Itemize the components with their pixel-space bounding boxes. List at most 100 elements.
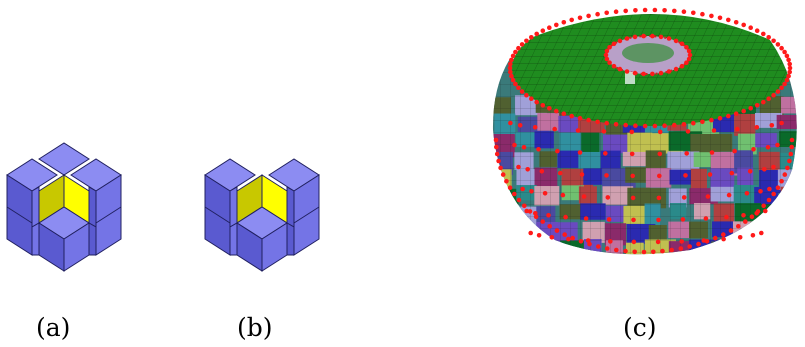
- vertex-dot: [732, 148, 737, 154]
- vertex-dot: [658, 34, 664, 40]
- vertex-dot: [557, 170, 563, 176]
- vertex-dot: [788, 151, 794, 157]
- vertex-dot: [728, 228, 734, 233]
- vertex-dot: [687, 244, 692, 249]
- vertex-dot: [604, 120, 609, 126]
- vertex-dot: [673, 38, 679, 44]
- vertex-dot: [586, 117, 591, 123]
- vertex-dot: [650, 33, 655, 39]
- vertex-dot: [680, 217, 686, 222]
- vertex-dot: [633, 8, 638, 13]
- vertex-dot: [555, 148, 560, 154]
- vertex-dot: [611, 63, 617, 69]
- vertex-dot: [534, 99, 539, 105]
- vertex-dot: [765, 145, 771, 150]
- vertex-dot: [705, 194, 711, 199]
- vertex-dot: [624, 69, 630, 74]
- vertex-dot: [613, 122, 619, 127]
- vertex-dot: [787, 69, 792, 75]
- vertex-dot: [613, 9, 619, 14]
- vertex-dot: [762, 167, 767, 172]
- vertex-dot: [747, 169, 753, 174]
- vertex-dot: [604, 48, 610, 54]
- vertex-dot: [786, 73, 791, 79]
- vertex-dot: [657, 129, 663, 135]
- vertex-dot: [549, 235, 555, 240]
- vertex-dot: [766, 96, 771, 101]
- vertex-dot: [686, 48, 692, 54]
- vertex-dot: [629, 151, 635, 157]
- vertex-dot: [614, 247, 619, 253]
- vertex-dot: [577, 15, 583, 21]
- voxel-patch: [779, 223, 797, 247]
- vertex-dot: [784, 77, 790, 83]
- vertex-dot: [650, 71, 655, 77]
- vertex-dot: [577, 150, 583, 155]
- vertex-dot: [775, 142, 780, 148]
- vertex-dot: [524, 208, 529, 214]
- vertex-dot: [761, 99, 766, 105]
- vertex-dot: [679, 41, 685, 47]
- vertex-dot: [684, 151, 689, 156]
- vertex-dot: [607, 60, 612, 65]
- vertex-dot: [629, 129, 635, 135]
- vertex-dot: [709, 117, 714, 123]
- vertex-dot: [771, 164, 776, 170]
- vertex-dot: [726, 113, 731, 119]
- vertex-dot: [534, 31, 539, 37]
- vertex-dot: [771, 38, 776, 44]
- vertex-dot: [587, 241, 592, 247]
- voxel-patch: [711, 241, 730, 255]
- vertex-dot: [666, 69, 672, 74]
- vertex-dot: [563, 214, 568, 220]
- vertex-dot: [686, 56, 692, 62]
- voxel-patch: [755, 239, 774, 255]
- vertex-dot: [766, 35, 771, 40]
- voxel-patch: [776, 203, 797, 223]
- vertex-dot: [529, 35, 534, 40]
- vertex-dot: [785, 165, 790, 171]
- vertex-dot: [642, 7, 648, 13]
- vertex-dot: [767, 186, 772, 192]
- vertex-dot: [782, 172, 788, 177]
- vertex-dot: [632, 34, 638, 40]
- vertex-dot: [687, 52, 693, 58]
- vertex-dot: [494, 151, 500, 157]
- vertex-dot: [606, 217, 612, 222]
- vertex-dot: [709, 150, 715, 155]
- vertex-dot: [516, 164, 521, 170]
- vertex-dot: [623, 8, 628, 14]
- vertex-dot: [540, 103, 546, 108]
- vertex-dot: [493, 137, 499, 143]
- vertex-dot: [508, 69, 513, 75]
- vertex-dot: [779, 120, 784, 126]
- vertex-dot: [678, 246, 684, 251]
- vertex-dot: [733, 20, 739, 25]
- vertex-dot: [662, 8, 667, 13]
- vertex-dot: [623, 248, 628, 254]
- vertex-dot: [711, 128, 717, 133]
- vertex-dot: [521, 145, 527, 150]
- vertex-dot: [547, 106, 552, 111]
- vertex-dot: [583, 216, 589, 221]
- vertex-dot: [500, 172, 506, 177]
- vertex-dot: [763, 208, 768, 214]
- vertex-dot: [508, 61, 513, 67]
- vertex-dot: [737, 235, 743, 240]
- vertex-dot: [652, 123, 658, 129]
- vertex-dot: [681, 122, 687, 127]
- vertex-dot: [726, 17, 731, 23]
- vertex-dot: [775, 89, 781, 94]
- vertex-dot: [782, 49, 787, 55]
- vertex-dot: [700, 11, 705, 17]
- vertex-dot: [586, 13, 591, 19]
- vertex-dot: [552, 126, 557, 132]
- vertex-dot: [632, 249, 637, 255]
- vertex-dot: [681, 195, 687, 200]
- vertex-dot: [656, 195, 662, 201]
- vertex-dot: [604, 246, 610, 251]
- vertex-dot: [496, 158, 501, 164]
- vertex-dot: [652, 7, 658, 13]
- vertex-dot: [539, 169, 545, 174]
- vertex-dot: [560, 192, 566, 198]
